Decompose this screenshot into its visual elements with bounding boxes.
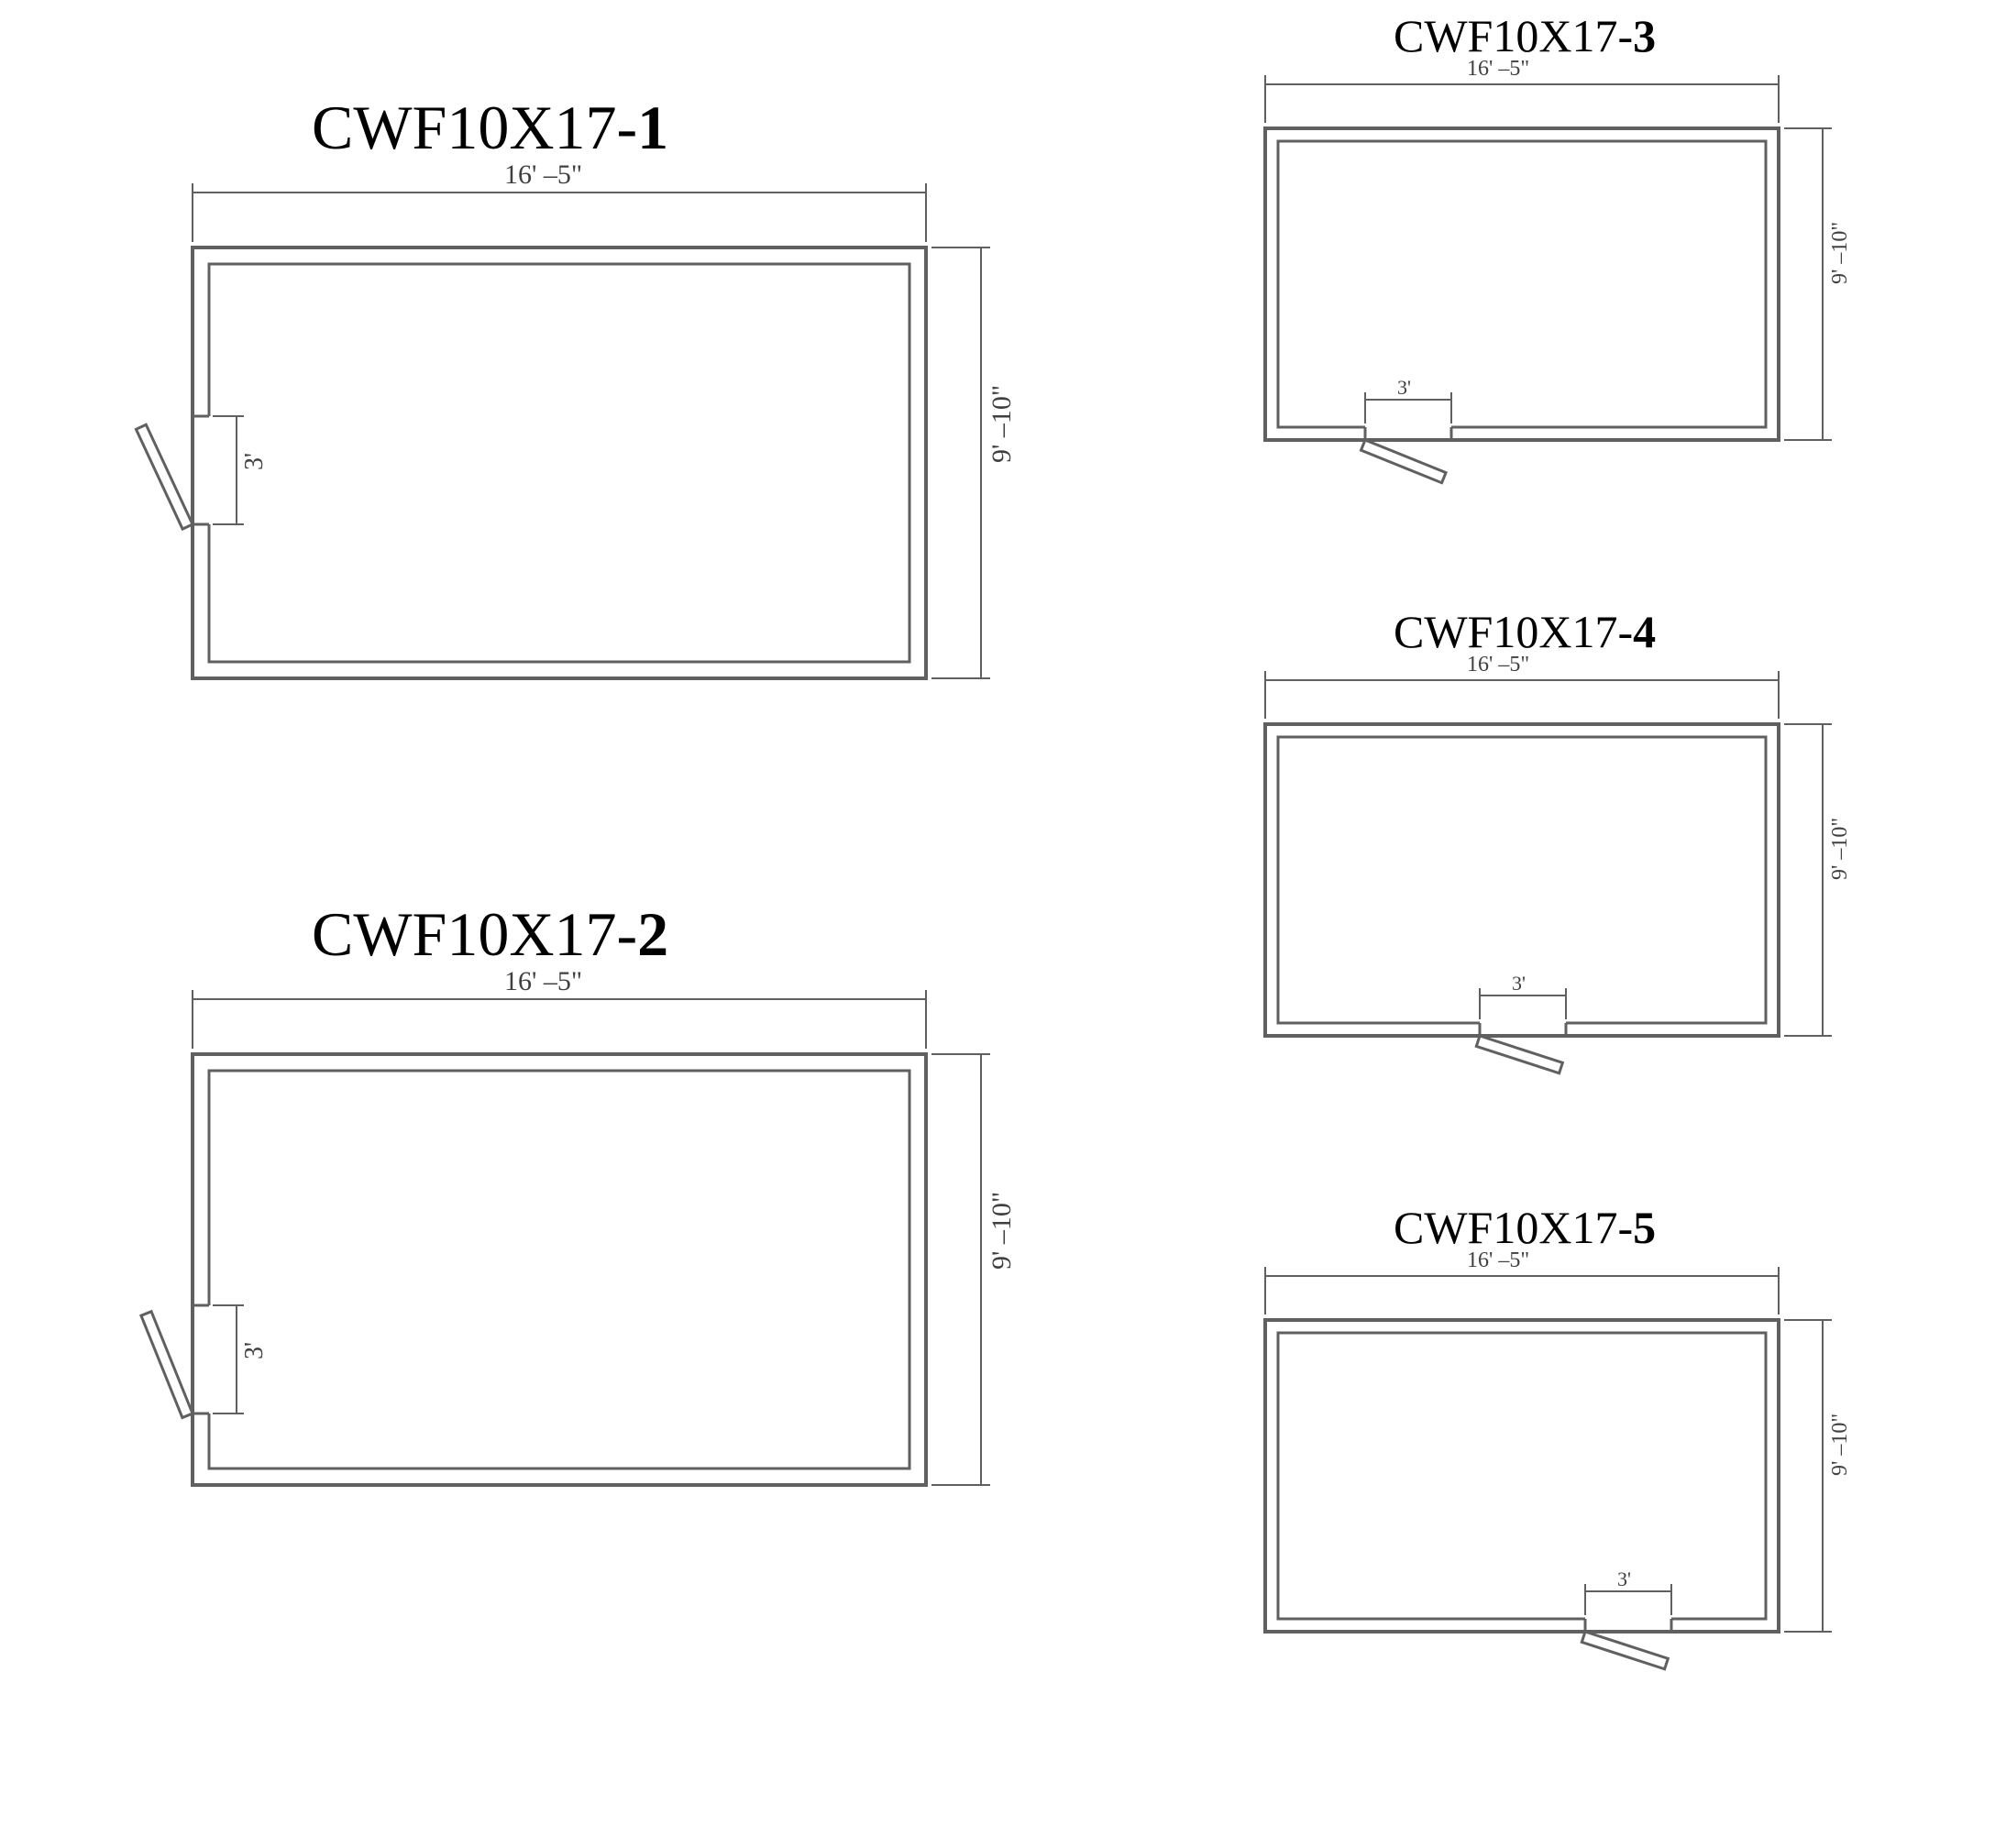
dim-door-p3: 3' [1397,376,1411,400]
dim-height-p5: 9' –10" [1828,1414,1853,1476]
dim-height-p1: 9' –10" [986,385,1018,463]
dim-door-p5: 3' [1617,1568,1631,1591]
floorplan-p2 [64,926,1054,1613]
dim-width-p4: 16' –5" [1467,653,1529,677]
dim-height-p2: 9' –10" [986,1192,1018,1270]
dim-width-p1: 16' –5" [504,160,582,191]
dim-width-p5: 16' –5" [1467,1248,1529,1273]
dim-door-p2: 3' [240,1342,270,1359]
dim-width-p3: 16' –5" [1467,57,1529,82]
dim-width-p2: 16' –5" [504,966,582,997]
dim-height-p3: 9' –10" [1828,222,1853,284]
dim-door-p4: 3' [1512,972,1526,996]
dim-height-p4: 9' –10" [1828,818,1853,880]
floorplan-p1 [64,119,1054,807]
dim-door-p1: 3' [240,453,270,470]
floorplan-p5 [1137,1192,1907,1760]
floorplan-p3 [1137,0,1907,568]
floorplan-p4 [1137,596,1907,1164]
diagram-stage: CWF10X17-116' –5"9' –10"3'CWF10X17-216' … [0,0,1995,1848]
